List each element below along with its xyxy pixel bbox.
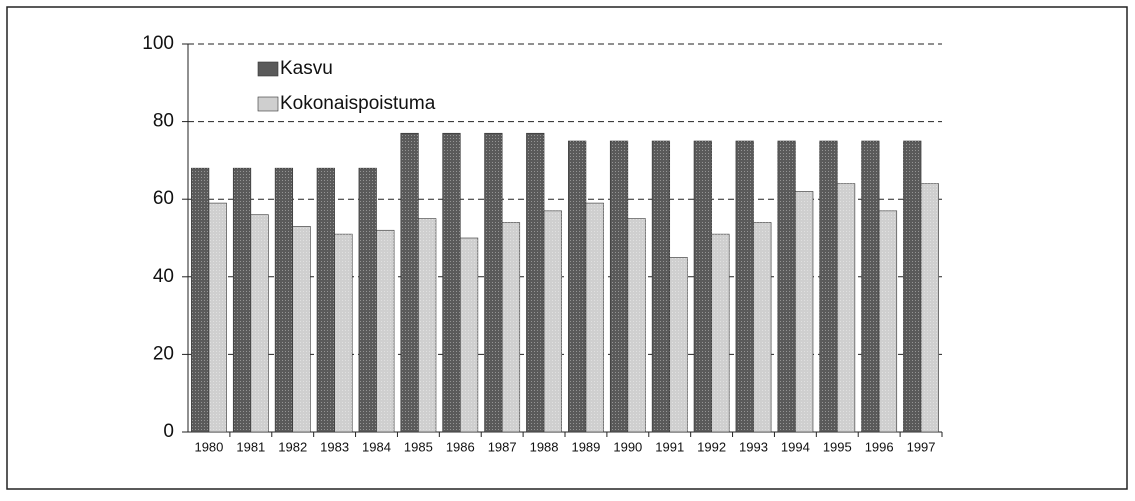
bar-texture [753, 222, 772, 432]
x-tick-label: 1980 [194, 439, 223, 454]
bar-texture [819, 141, 838, 432]
bar-texture [275, 168, 293, 432]
y-tick-label: 0 [163, 421, 174, 442]
x-tick-label: 1988 [530, 439, 559, 454]
x-tick-label: 1994 [781, 439, 810, 454]
x-tick-label: 1983 [320, 439, 349, 454]
bar-texture [903, 141, 922, 432]
bar-texture [669, 257, 688, 432]
bar-texture [358, 168, 377, 432]
bar-texture [376, 230, 395, 432]
bar-texture [879, 210, 897, 432]
bar-texture [777, 141, 796, 432]
x-tick-label: 1991 [655, 439, 684, 454]
x-tick-label: 1989 [571, 439, 600, 454]
x-tick-label: 1982 [278, 439, 307, 454]
bar-texture [400, 133, 419, 433]
bar-texture [585, 203, 604, 432]
bar-texture [191, 168, 209, 432]
y-tick-label: 40 [153, 266, 174, 287]
bar-texture [250, 214, 269, 432]
bar-texture [711, 234, 730, 432]
bar-texture [502, 222, 520, 432]
y-tick-label: 80 [153, 111, 174, 132]
bar-texture [837, 183, 855, 432]
bar-texture [735, 141, 754, 432]
bar-texture [568, 141, 586, 432]
bar-texture [484, 133, 503, 433]
bar-texture [627, 218, 646, 432]
bar-texture [442, 133, 461, 433]
bar-texture [526, 133, 545, 433]
bar-texture [334, 234, 353, 432]
bar-texture [208, 203, 227, 432]
x-tick-label: 1993 [739, 439, 768, 454]
x-tick-label: 1992 [697, 439, 726, 454]
bar-texture [652, 141, 670, 432]
x-tick-label: 1990 [613, 439, 642, 454]
bar-texture [610, 141, 628, 432]
legend-label: Kasvu [280, 58, 333, 79]
bar-texture [292, 226, 311, 432]
y-tick-label: 100 [142, 33, 174, 54]
bar-texture [861, 141, 880, 432]
legend-swatch [257, 96, 279, 112]
y-tick-label: 20 [153, 343, 174, 364]
bar-texture [233, 168, 251, 432]
bar-texture [418, 218, 436, 432]
x-tick-label: 1987 [488, 439, 517, 454]
bar-texture [317, 168, 335, 432]
x-tick-label: 1996 [865, 439, 894, 454]
bar-texture [544, 210, 562, 432]
bar-texture [694, 141, 712, 432]
bar-texture [795, 191, 813, 432]
x-tick-label: 1997 [907, 439, 936, 454]
y-tick-label: 60 [153, 188, 174, 209]
legend-label: Kokonaispoistuma [280, 93, 436, 114]
x-tick-label: 1995 [823, 439, 852, 454]
x-tick-label: 1986 [446, 439, 475, 454]
x-tick-label: 1985 [404, 439, 433, 454]
legend-swatch [257, 61, 279, 77]
bar-texture [921, 183, 939, 432]
x-tick-label: 1981 [236, 439, 265, 454]
x-tick-label: 1984 [362, 439, 391, 454]
bar-texture [460, 238, 478, 432]
frame [6, 6, 1128, 490]
